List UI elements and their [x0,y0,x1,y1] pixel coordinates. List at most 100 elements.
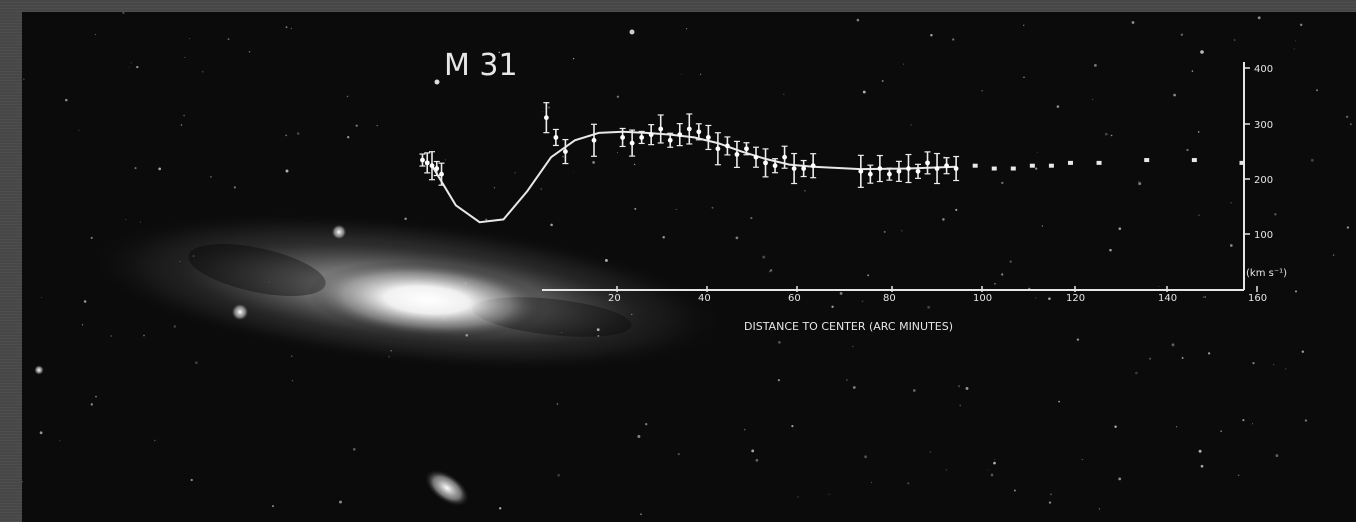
x-tick-label: 120 [1066,293,1085,304]
star [1035,167,1038,170]
data-point [433,160,440,177]
data-point [886,167,893,181]
star [136,65,139,69]
star [881,80,884,82]
star [783,93,785,96]
star [1173,93,1176,97]
x-axis-ticks: 20 40 60 80 100 120 140 160 [608,286,1267,304]
star [852,345,854,347]
star [1041,225,1044,227]
star [871,481,873,483]
star [994,459,996,461]
data-point [753,146,759,168]
data-point [895,160,902,182]
x-tick-label: 100 [973,293,992,304]
data-point [1096,160,1102,165]
star [662,236,665,239]
star [1175,426,1178,428]
star [1229,244,1233,247]
star [1001,273,1004,276]
star [1304,419,1308,422]
data-point [1010,166,1016,171]
star [1138,182,1142,186]
star [128,66,130,68]
star [143,334,145,337]
star [291,355,293,357]
star [1273,364,1275,366]
star [1294,290,1298,293]
star [268,281,270,283]
data-point [552,128,559,147]
star [514,171,516,174]
star [861,300,864,303]
star [65,98,68,102]
star [944,323,946,325]
star [540,188,543,190]
star [547,106,551,109]
star [1220,430,1222,432]
star [1110,134,1113,137]
star [1092,98,1094,100]
star [1257,16,1261,20]
data-point [657,114,664,144]
star [201,70,204,73]
star [930,34,933,37]
data-point [791,152,798,185]
data-point [1048,163,1054,168]
star [81,324,84,326]
star [735,236,739,240]
star [493,187,496,189]
data-point [762,148,769,178]
star [1310,158,1314,162]
star [592,160,596,164]
rotation-curve-chart: M 31 20 40 60 80 100 120 140 160 100 200 300 400 D… [419,48,1287,333]
star [965,386,969,390]
star [179,261,181,262]
star [959,404,961,407]
data-point [424,152,431,174]
star [550,223,553,227]
star [1022,24,1025,27]
star [637,435,641,438]
star [192,255,195,257]
data-point [686,113,693,145]
x-tick-label: 20 [608,293,621,304]
y-tick-label: 300 [1254,120,1273,131]
x-tick-label: 80 [883,293,896,304]
star [556,403,559,405]
star [1076,338,1080,341]
star [173,325,177,328]
star [645,423,648,426]
star [285,26,288,29]
data-point [924,151,931,175]
star [1274,213,1277,216]
data-point [1029,163,1035,168]
data-point [905,153,912,184]
data-point [1067,160,1073,165]
star [743,428,746,431]
star [631,313,633,315]
data-point [629,129,636,157]
star [227,38,230,41]
star [122,12,125,14]
star [686,28,688,30]
star [134,167,137,170]
star [1252,361,1255,365]
star [83,300,87,303]
star [1301,350,1305,353]
star [1138,180,1140,182]
data-point [733,140,740,168]
star [1198,214,1200,216]
star [804,190,806,192]
star [95,395,97,398]
star [699,73,702,75]
star [867,274,870,277]
star [677,452,680,456]
star [233,186,237,189]
data-point [991,166,997,171]
data-point [543,102,550,134]
star [993,461,996,465]
star [390,350,392,352]
data-point [867,164,874,184]
star [404,217,407,220]
